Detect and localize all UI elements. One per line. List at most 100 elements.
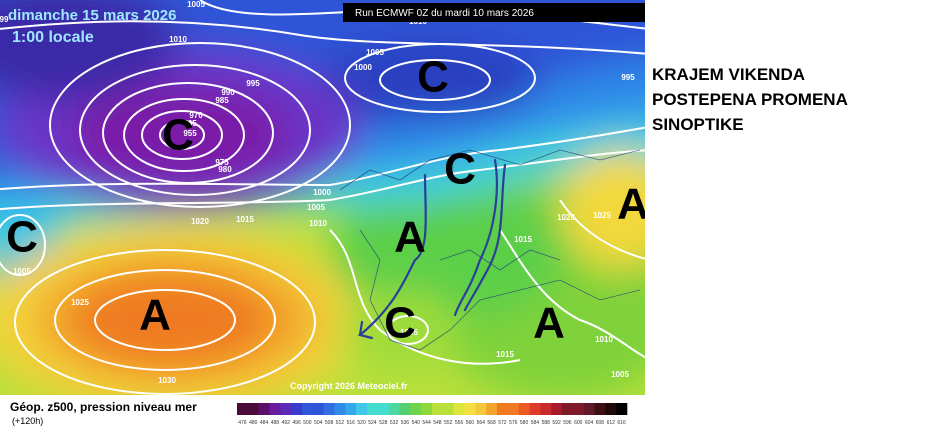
pressure-label: 1005 xyxy=(400,328,418,337)
colorbar-swatch xyxy=(323,403,335,415)
colorbar-swatch xyxy=(334,403,346,415)
colorbar-label: 480 xyxy=(249,420,258,426)
colorbar-label: 528 xyxy=(379,420,388,426)
pressure-label: 1030 xyxy=(158,376,176,385)
pressure-label: 990 xyxy=(221,88,235,97)
pressure-label: 970 xyxy=(189,111,203,120)
pressure-label: 1005 xyxy=(366,48,384,57)
colorbar-label: 512 xyxy=(336,420,345,426)
colorbar-label: 608 xyxy=(596,420,605,426)
pressure-center: A xyxy=(394,213,426,262)
colorbar-swatch xyxy=(497,403,509,415)
colorbar-label: 532 xyxy=(390,420,399,426)
colorbar-label: 568 xyxy=(487,420,496,426)
colorbar-swatch xyxy=(432,403,444,415)
colorbar-swatch xyxy=(377,403,389,415)
time-label: 1:00 locale xyxy=(12,29,94,46)
colorbar-swatch xyxy=(551,403,563,415)
colorbar-swatch xyxy=(356,403,368,415)
colorbar-label: 500 xyxy=(303,420,312,426)
headline-line: SINOPTIKE xyxy=(652,115,744,134)
pressure-center: A xyxy=(139,291,171,340)
colorbar-swatch xyxy=(583,403,595,415)
pressure-label: 1015 xyxy=(496,350,514,359)
colorbar-swatch xyxy=(280,403,292,415)
colorbar-label: 536 xyxy=(401,420,410,426)
colorbar-label: 584 xyxy=(531,420,540,426)
colorbar-label: 596 xyxy=(563,420,572,426)
pressure-label: 1000 xyxy=(313,188,331,197)
colorbar-swatch xyxy=(486,403,498,415)
legend-title: Géop. z500, pression niveau mer xyxy=(10,400,197,414)
colorbar-swatch xyxy=(302,403,314,415)
pressure-label: 1020 xyxy=(557,213,575,222)
colorbar-label: 588 xyxy=(542,420,551,426)
colorbar-label: 544 xyxy=(422,420,431,426)
pressure-label: 965 xyxy=(183,119,197,128)
lead-time: (+120h) xyxy=(12,416,43,426)
colorbar-swatch xyxy=(345,403,357,415)
pressure-label: 1015 xyxy=(236,215,254,224)
colorbar-label: 560 xyxy=(466,420,475,426)
pressure-label: 975 xyxy=(215,158,229,167)
colorbar-label: 548 xyxy=(433,420,442,426)
pressure-center: C xyxy=(6,213,38,262)
pressure-label: 1015 xyxy=(514,235,532,244)
colorbar-label: 516 xyxy=(347,420,356,426)
pressure-center: A xyxy=(617,180,649,229)
colorbar-label: 576 xyxy=(509,420,518,426)
colorbar-label: 476 xyxy=(238,420,247,426)
pressure-label: 995 xyxy=(246,79,260,88)
pressure-label: 955 xyxy=(183,129,197,138)
pressure-label: 1025 xyxy=(71,298,89,307)
pressure-label: 1005 xyxy=(611,370,629,379)
colorbar-swatch xyxy=(540,403,552,415)
colorbar-label: 508 xyxy=(325,420,334,426)
colorbar-label: 488 xyxy=(271,420,280,426)
colorbar-swatch xyxy=(388,403,400,415)
colorbar-label: 600 xyxy=(574,420,583,426)
pressure-label: 1025 xyxy=(593,211,611,220)
colorbar-label: 540 xyxy=(412,420,421,426)
colorbar-swatch xyxy=(442,403,454,415)
colorbar-swatch xyxy=(572,403,584,415)
headline-line: POSTEPENA PROMENA xyxy=(652,90,848,109)
colorbar-label: 604 xyxy=(585,420,594,426)
colorbar-swatch xyxy=(269,403,281,415)
colorbar-label: 504 xyxy=(314,420,323,426)
trough-arrows xyxy=(357,158,507,340)
colorbar-swatch xyxy=(410,403,422,415)
colorbar-swatch xyxy=(247,403,259,415)
colorbar-swatch xyxy=(594,403,606,415)
colorbar-label: 520 xyxy=(357,420,366,426)
borders xyxy=(339,149,641,351)
colorbar-label: 524 xyxy=(368,420,377,426)
date-label: dimanche 15 mars 2026 xyxy=(8,7,176,24)
pressure-label: 99 xyxy=(0,15,9,24)
colorbar-swatch xyxy=(421,403,433,415)
colorbar-label: 564 xyxy=(477,420,486,426)
pressure-center: A xyxy=(533,299,565,348)
colorbar-label: 580 xyxy=(520,420,529,426)
colorbar-swatch xyxy=(529,403,541,415)
pressure-center: C xyxy=(444,145,476,194)
pressure-label: 1005 xyxy=(13,267,31,276)
pressure-label: 1010 xyxy=(309,219,327,228)
colorbar-label: 484 xyxy=(260,420,269,426)
colorbar-label: 556 xyxy=(455,420,464,426)
pressure-label: 985 xyxy=(215,96,229,105)
colorbar-swatch xyxy=(518,403,530,415)
colorbar-label: 552 xyxy=(444,420,453,426)
run-banner xyxy=(343,3,645,22)
colorbar-swatch xyxy=(291,403,303,415)
colorbar-label: 616 xyxy=(617,420,626,426)
colorbar-swatch xyxy=(367,403,379,415)
pressure-center: C xyxy=(162,111,194,160)
colorbar-label: 592 xyxy=(552,420,561,426)
colorbar-label: 492 xyxy=(282,420,291,426)
